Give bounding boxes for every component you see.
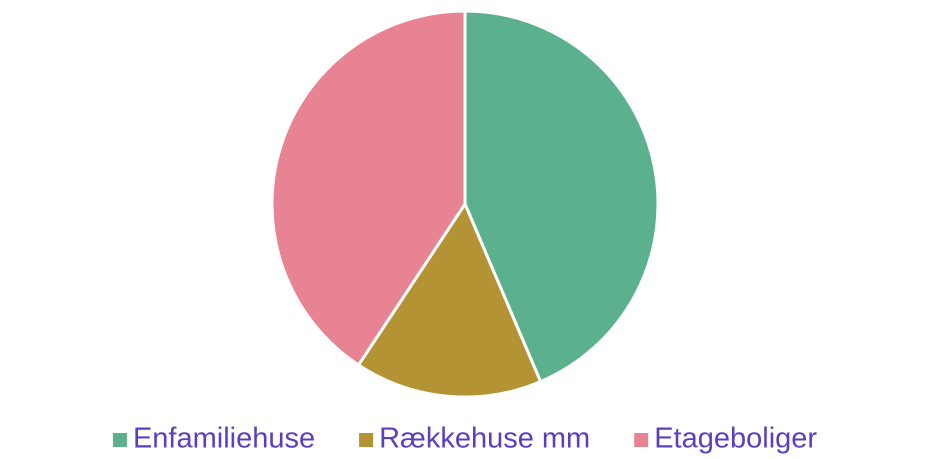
legend-label: Enfamiliehuse	[133, 423, 315, 455]
legend-swatch	[359, 433, 374, 447]
legend: Enfamiliehuse Rækkehuse mm Etageboliger	[112, 423, 817, 455]
legend-label: Rækkehuse mm	[379, 423, 590, 455]
legend-label: Etageboliger	[654, 423, 817, 455]
legend-swatch	[634, 433, 649, 447]
pie-slice	[270, 9, 467, 368]
pie-slice	[356, 200, 543, 399]
pie-slice	[463, 9, 660, 384]
legend-swatch	[112, 433, 127, 447]
